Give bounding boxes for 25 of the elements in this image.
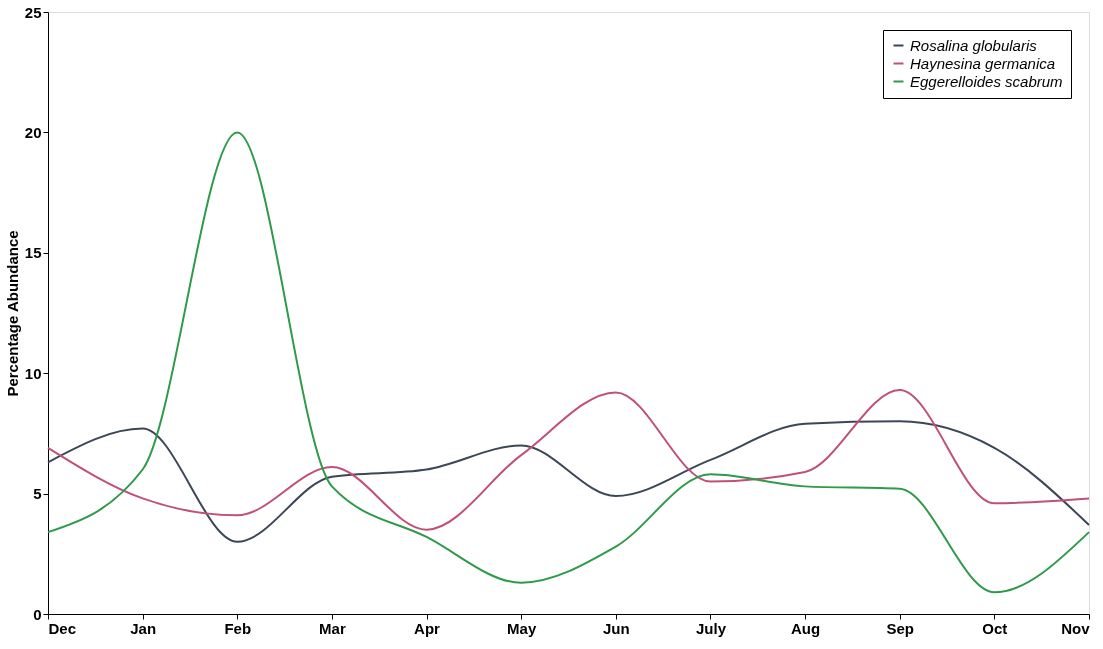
x-tick-label: May [507, 619, 537, 637]
x-tick-label: Mar [319, 619, 346, 637]
y-tick-label: 25 [24, 3, 42, 21]
x-tick-label: July [695, 619, 727, 637]
x-tick-label: Oct [982, 619, 1008, 637]
y-tick-label: 5 [33, 485, 42, 503]
legend-label: Haynesina germanica [910, 54, 1056, 72]
legend-label: Rosalina globularis [910, 36, 1038, 54]
x-tick-label: Nov [1061, 619, 1091, 637]
y-axis-title: Percentage Abundance [3, 230, 21, 397]
line-series [47, 389, 1090, 531]
y-tick-label: 10 [24, 364, 42, 382]
y-tick-label: 0 [33, 605, 42, 623]
legend-label: Eggerelloides scabrum [910, 72, 1063, 90]
x-tick-label: Aug [791, 619, 821, 637]
x-tick-label: Sep [886, 619, 914, 637]
x-tick-label: Dec [48, 619, 77, 637]
x-tick-label: Feb [224, 619, 252, 637]
x-tick-label: Jun [602, 619, 630, 637]
y-tick-label: 20 [24, 123, 42, 141]
line-series [47, 420, 1090, 543]
x-tick-label: Apr [414, 619, 441, 637]
x-tick-label: Jan [130, 619, 157, 637]
line-series [47, 131, 1090, 594]
y-tick-label: 15 [24, 244, 42, 262]
